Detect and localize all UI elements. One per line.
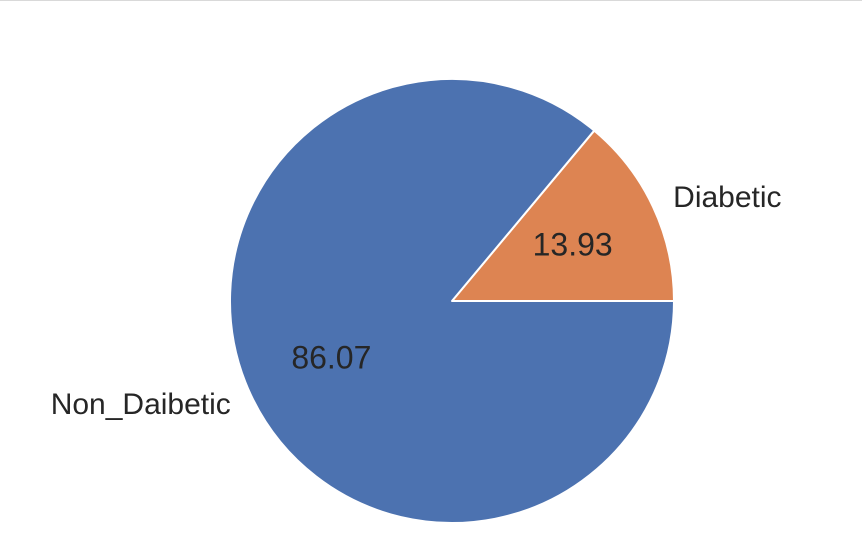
pie-category-label-diabetic: Diabetic [673, 181, 781, 214]
pie-labels: 13.93 Diabetic 86.07 Non_Daibetic [51, 181, 782, 421]
pie-value-label-diabetic: 13.93 [533, 227, 613, 263]
pie-value-label-non-daibetic: 86.07 [291, 339, 371, 375]
pie-category-label-non-daibetic: Non_Daibetic [51, 388, 231, 421]
pie-slice-diabetic [451, 129, 675, 302]
pie-slice-non-daibetic [229, 78, 675, 524]
pie-slices [229, 78, 675, 524]
